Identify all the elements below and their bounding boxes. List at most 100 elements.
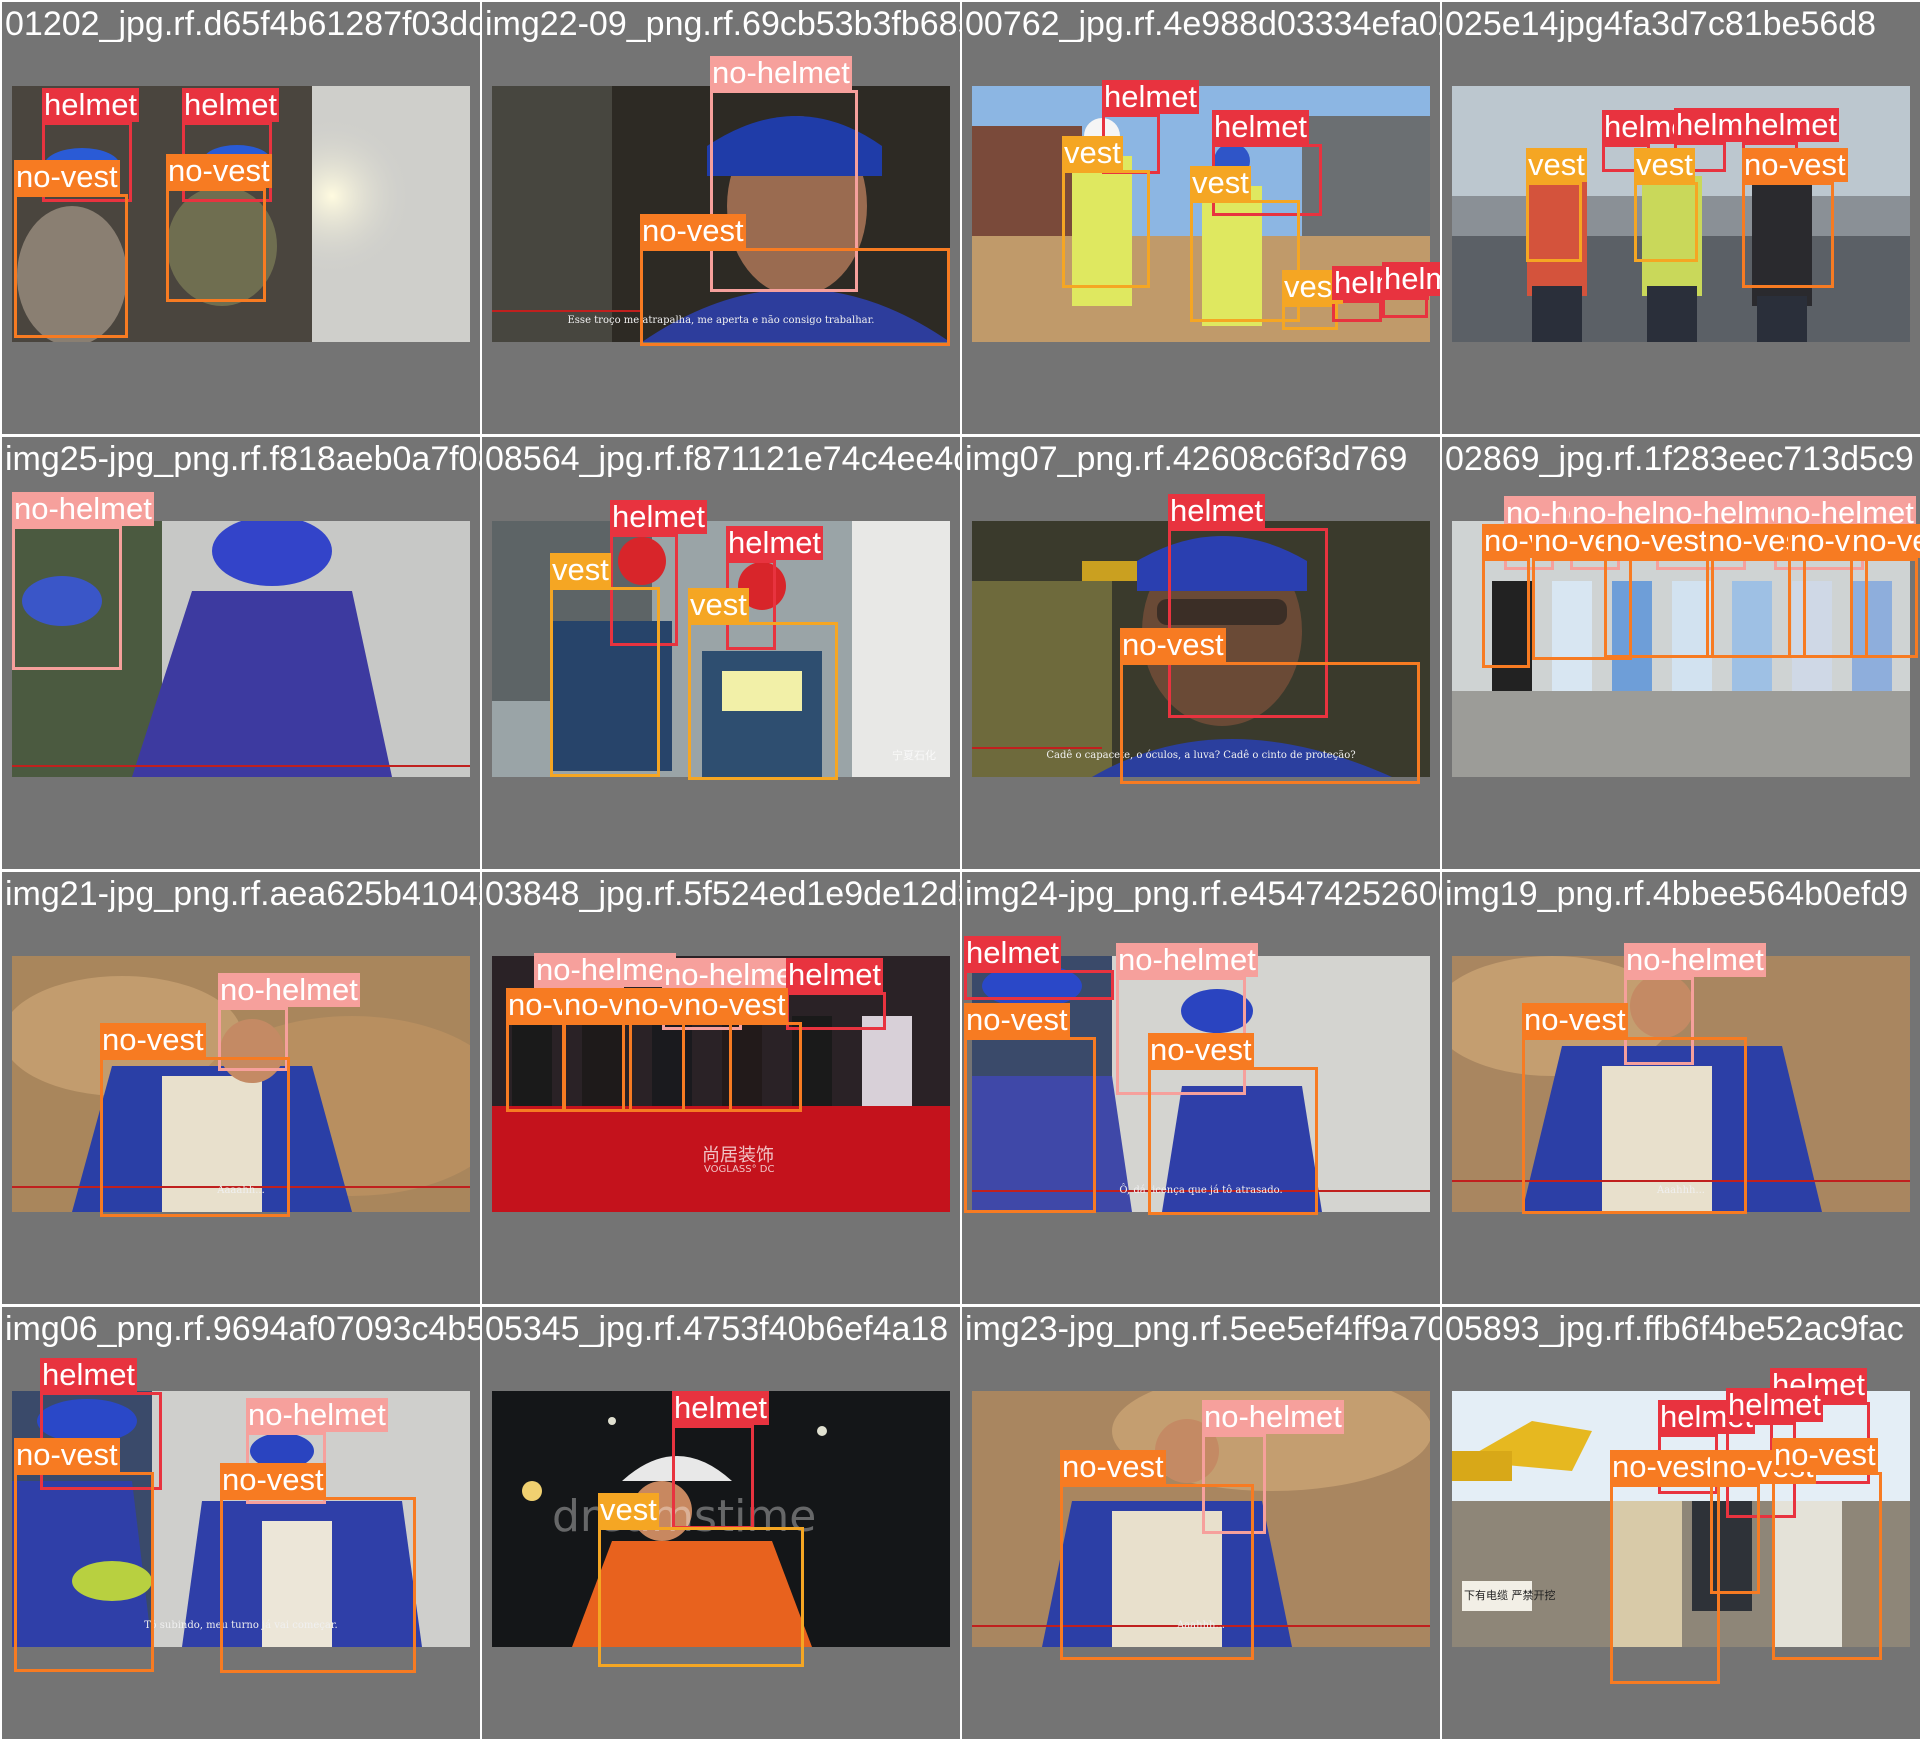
tile-filename: 01202_jpg.rf.d65f4b61287f03dc2d091794f69… <box>5 5 480 43</box>
detection-box <box>550 587 660 777</box>
image-tile: 025e14jpg4fa3d7c81be56d8 helmet helmet hel… <box>1442 2 1920 434</box>
image-tile: 00762_jpg.rf.4e988d03334efa02c5e14jpg4fa… <box>962 2 1440 434</box>
detection-label: no-vest <box>14 159 120 194</box>
detection-label: helmet <box>726 525 824 560</box>
detection-label: helmet <box>1726 1387 1824 1422</box>
detection-label: no-vest <box>964 1002 1070 1037</box>
tile-filename: img24-jpg_png.rf.e45474252600194 <box>965 875 1440 913</box>
tile-filename: 00762_jpg.rf.4e988d03334efa02c5e14jpg4fa… <box>965 5 1440 43</box>
detection-box <box>1710 1484 1760 1594</box>
detection-box <box>964 1037 1096 1213</box>
detection-label: helmet <box>786 957 884 992</box>
detection-box <box>1148 1067 1318 1215</box>
image-tile: 02869_jpg.rf.1f283eec713d5c9 no-helmet no… <box>1442 437 1920 869</box>
detection-box <box>218 1007 288 1071</box>
detection-label: no-vest <box>220 1462 326 1497</box>
detection-label: no-vest <box>1522 1002 1628 1037</box>
image-tile: img22-09_png.rf.69cb53b3fb685cf03763 Ess… <box>482 2 960 434</box>
detection-box <box>964 970 1114 1000</box>
image-tile: img19_png.rf.4bbee564b0efd9 Aaahhh... no-… <box>1442 872 1920 1304</box>
detection-box <box>1604 558 1714 658</box>
detection-label: vest <box>1190 165 1251 200</box>
image-tile: img24-jpg_png.rf.e45474252600194 Ô, dá l… <box>962 872 1440 1304</box>
tile-filename: 03848_jpg.rf.5f524ed1e9de12d3fb624 <box>485 875 960 913</box>
detection-box <box>682 1022 802 1112</box>
detection-label: helmet <box>610 499 708 534</box>
detection-label: no-vest <box>166 153 272 188</box>
tile-photo: Tô subindo, meu turno já vai começar. <box>12 1391 470 1647</box>
detection-label: no-vest <box>1850 524 1920 558</box>
video-caption: Tô subindo, meu turno já vai começar. <box>144 1620 338 1631</box>
detection-box <box>1742 182 1834 288</box>
image-tile: img25-jpg_png.rf.f818aeb0a7f08264 no-hel… <box>2 437 480 869</box>
detection-label: vest <box>1062 135 1123 170</box>
detection-label: no-helmet <box>662 957 804 992</box>
tile-filename: img23-jpg_png.rf.5ee5ef4ff9a70b89 <box>965 1310 1440 1348</box>
detection-label: no-vest <box>14 1437 120 1472</box>
image-tile: 05893_jpg.rf.ffb6f4be52ac9fac 下有电缆 严禁开挖 h… <box>1442 1307 1920 1739</box>
detection-label: helmet <box>40 1357 138 1392</box>
detection-label: no-vest <box>1060 1449 1166 1484</box>
image-tile: 01202_jpg.rf.d65f4b61287f03dc2d091794f69… <box>2 2 480 434</box>
detection-label: vest <box>1634 147 1695 182</box>
detection-label: no-helmet <box>218 972 360 1007</box>
detection-label: helmet <box>1168 493 1266 528</box>
detection-label: helmet <box>1102 79 1200 114</box>
image-tile: 03848_jpg.rf.5f524ed1e9de12d3fb624 尚居装饰V… <box>482 872 960 1304</box>
tile-filename: img07_png.rf.42608c6f3d769 <box>965 440 1408 478</box>
tile-photo <box>12 521 470 777</box>
detection-box <box>1168 528 1328 718</box>
detection-box <box>672 1425 754 1529</box>
tile-filename: img22-09_png.rf.69cb53b3fb685cf03763 <box>485 5 960 43</box>
detection-label: vest <box>598 1492 659 1527</box>
detection-box <box>710 90 858 292</box>
detection-box <box>1062 170 1150 288</box>
detection-box <box>1282 304 1338 330</box>
detection-label: no-helmet <box>710 55 852 90</box>
detection-label: no-vest <box>1532 523 1638 558</box>
detection-label: no-helmet <box>1202 1399 1344 1434</box>
detection-box <box>14 194 128 338</box>
tile-filename: img19_png.rf.4bbee564b0efd9 <box>1445 875 1909 913</box>
detection-box <box>610 534 678 646</box>
detection-box <box>1772 1472 1882 1660</box>
detection-label: no-helmet <box>534 952 676 987</box>
photo-watermark-secondary: VOGLASS° DC <box>704 1164 775 1175</box>
tile-filename: 02869_jpg.rf.1f283eec713d5c9 <box>1445 440 1914 478</box>
detection-label: vest <box>550 552 611 587</box>
detection-box <box>1526 182 1582 262</box>
image-tile: img23-jpg_png.rf.5ee5ef4ff9a70b89 Aaahhh… <box>962 1307 1440 1739</box>
tile-photo: Cadê o capacete, o óculos, a luva? Cadê … <box>972 521 1430 777</box>
detection-box <box>506 1022 566 1112</box>
tile-filename: 08564_jpg.rf.f871121e74c4ee4db2887fa69e4… <box>485 440 960 478</box>
detection-box <box>598 1527 804 1667</box>
detection-box <box>1788 558 1868 658</box>
photo-watermark: dreamstime <box>552 1491 817 1542</box>
detection-box <box>1634 182 1698 262</box>
detection-label: helmet <box>182 87 280 122</box>
image-tile: img21-jpg_png.rf.aea625b41042848 Aaaahh.… <box>2 872 480 1304</box>
detection-label: no-helmet <box>12 491 154 526</box>
photo-watermark: 尚居装饰 <box>702 1145 774 1166</box>
detection-label: no-helmet <box>1116 942 1258 977</box>
tile-filename: 025e14jpg4fa3d7c81be56d8 <box>1445 5 1877 43</box>
image-tile: 05345_jpg.rf.4753f40b6ef4a18 dreamstime h… <box>482 1307 960 1739</box>
image-tile: img07_png.rf.42608c6f3d769 Cadê o capace… <box>962 437 1440 869</box>
video-caption: Aaaahh... <box>217 1185 265 1196</box>
tile-photo: Aaahhh... <box>972 1391 1430 1647</box>
video-caption: Ô, dá licença que já tô atrasado. <box>1119 1185 1283 1196</box>
image-tile: img06_png.rf.9694af07093c4b53345 Tô subi… <box>2 1307 480 1739</box>
video-caption: Aaahhh... <box>1176 1620 1225 1631</box>
video-caption: Aaahhh... <box>1656 1185 1705 1196</box>
detection-label: vest <box>1526 147 1587 182</box>
detection-label: no-helmet <box>1624 942 1766 977</box>
detection-label: no-vest <box>1772 1437 1878 1472</box>
detection-label: helmet <box>672 1390 770 1425</box>
detection-box <box>688 622 838 780</box>
detection-label: helmet <box>1742 107 1840 142</box>
detection-label: vest <box>688 587 749 622</box>
tile-photo: Aaahhh... <box>1452 956 1910 1212</box>
detection-label: helmet <box>42 87 140 122</box>
detection-label: no-helmet <box>246 1397 388 1432</box>
